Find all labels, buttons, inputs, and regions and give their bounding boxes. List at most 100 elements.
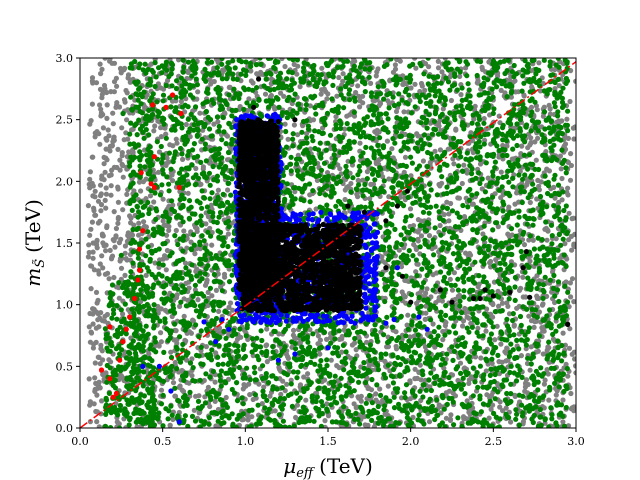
scatter-point — [402, 154, 409, 160]
scatter-point — [218, 383, 224, 389]
scatter-point — [380, 143, 387, 149]
scatter-point — [97, 141, 103, 147]
scatter-point — [131, 188, 137, 194]
scatter-point — [249, 414, 255, 420]
scatter-point — [103, 248, 109, 254]
scatter-point — [141, 135, 147, 141]
scatter-point — [571, 136, 576, 142]
scatter-point — [206, 126, 213, 132]
scatter-point — [560, 397, 566, 403]
scatter-point — [414, 375, 420, 381]
scatter-point — [226, 120, 232, 126]
scatter-point — [364, 169, 370, 175]
scatter-point — [295, 132, 301, 138]
scatter-point — [406, 248, 412, 254]
scatter-point — [437, 147, 443, 153]
scatter-point — [98, 202, 105, 208]
scatter-point — [93, 289, 100, 295]
scatter-point — [241, 85, 247, 91]
scatter-point — [415, 217, 421, 223]
scatter-point — [355, 83, 361, 89]
scatter-point — [284, 115, 290, 121]
scatter-point — [202, 282, 209, 288]
scatter-point — [101, 161, 107, 167]
scatter-point — [476, 170, 482, 176]
scatter-point — [534, 107, 540, 113]
scatter-point — [156, 343, 162, 349]
scatter-point — [430, 321, 436, 327]
scatter-point — [353, 89, 359, 96]
scatter-point — [392, 62, 398, 68]
scatter-point — [379, 258, 385, 264]
scatter-point — [217, 209, 224, 216]
scatter-point — [229, 136, 235, 143]
scatter-point — [492, 337, 498, 343]
scatter-point — [421, 132, 428, 138]
scatter-point — [555, 338, 561, 344]
scatter-point — [489, 350, 496, 356]
scatter-point — [455, 287, 461, 293]
scatter-point — [567, 177, 574, 183]
scatter-point — [489, 360, 495, 366]
scatter-point — [115, 146, 121, 152]
scatter-point — [291, 122, 297, 128]
scatter-point — [404, 278, 410, 284]
scatter-point — [111, 134, 117, 140]
scatter-point — [386, 194, 392, 200]
scatter-point — [315, 333, 321, 339]
scatter-point — [198, 361, 204, 367]
scatter-point — [99, 66, 105, 72]
scatter-point — [227, 84, 233, 90]
scatter-point — [90, 255, 96, 261]
scatter-point — [87, 121, 93, 127]
scatter-point — [508, 419, 514, 425]
scatter-point — [296, 350, 302, 356]
scatter-point — [91, 267, 97, 273]
scatter-point — [281, 93, 287, 99]
scatter-point — [426, 377, 432, 383]
scatter-point — [102, 313, 108, 319]
scatter-point — [325, 140, 331, 146]
scatter-point — [122, 250, 128, 256]
scatter-point — [282, 121, 288, 127]
scatter-point — [193, 268, 199, 274]
scatter-point — [528, 104, 535, 110]
scatter-point — [102, 271, 108, 277]
scatter-point — [362, 181, 368, 188]
scatter-point — [147, 355, 153, 362]
scatter-point — [294, 375, 300, 381]
scatter-point — [285, 354, 291, 360]
scatter-point — [123, 256, 129, 262]
scatter-point — [344, 113, 350, 119]
scatter-point — [451, 348, 457, 354]
scatter-point — [170, 380, 177, 386]
scatter-point — [500, 408, 506, 414]
scatter-point — [572, 124, 576, 130]
scatter-point — [322, 418, 328, 424]
scatter-point — [115, 216, 121, 222]
scatter-point — [328, 357, 334, 363]
scatter-point — [396, 91, 402, 97]
scatter-point — [521, 242, 528, 248]
scatter-point — [104, 115, 110, 121]
scatter-point — [429, 131, 435, 137]
scatter-point — [318, 358, 324, 364]
scatter-point — [437, 269, 444, 275]
scatter-point — [367, 196, 373, 202]
scatter-point — [131, 222, 137, 228]
scatter-point — [264, 359, 270, 365]
scatter-point — [322, 424, 328, 428]
scatter-point — [396, 247, 402, 253]
scatter-point — [563, 122, 569, 128]
scatter-point — [120, 207, 126, 213]
scatter-point — [116, 295, 122, 301]
scatter-point — [142, 164, 148, 170]
scatter-point — [568, 406, 575, 412]
scatter-point — [102, 197, 108, 203]
scatter-point — [336, 74, 342, 81]
scatter-point — [143, 224, 149, 230]
scatter-point — [299, 129, 305, 135]
scatter-point — [537, 88, 544, 94]
scatter-point — [378, 392, 384, 398]
scatter-point — [176, 58, 182, 63]
